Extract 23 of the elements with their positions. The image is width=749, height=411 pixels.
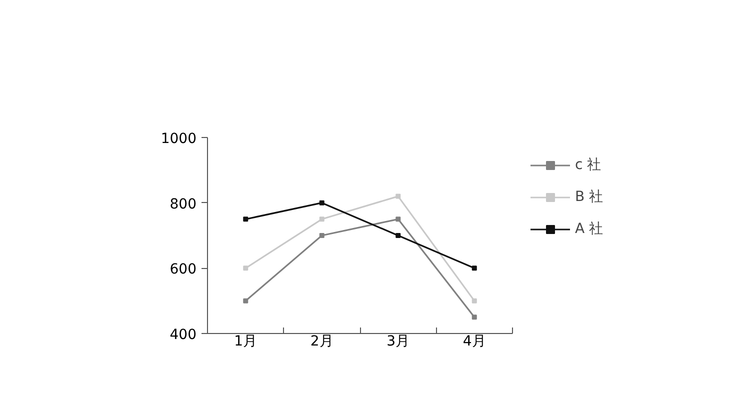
point [472, 266, 477, 271]
point [396, 194, 401, 199]
legend-label: A 社 [575, 220, 604, 238]
legend-label: c 社 [575, 156, 602, 174]
y-tick-label: 400 [170, 327, 197, 343]
point [396, 233, 401, 238]
y-tick-label: 800 [170, 196, 197, 212]
x-tick-label: 2月 [310, 334, 334, 350]
point [319, 233, 324, 238]
y-tick-label: 1000 [160, 131, 197, 147]
legend-label: B 社 [575, 188, 604, 206]
point [396, 216, 401, 222]
point [243, 298, 248, 304]
x-tick-label: 3月 [386, 334, 410, 350]
point [243, 266, 248, 271]
point [319, 200, 324, 206]
point [472, 314, 477, 320]
x-tick-label: 1月 [234, 334, 258, 350]
point [472, 298, 477, 304]
point [319, 216, 324, 222]
x-tick-label: 4月 [462, 334, 486, 350]
y-tick-label: 600 [170, 262, 197, 278]
point [243, 216, 248, 222]
